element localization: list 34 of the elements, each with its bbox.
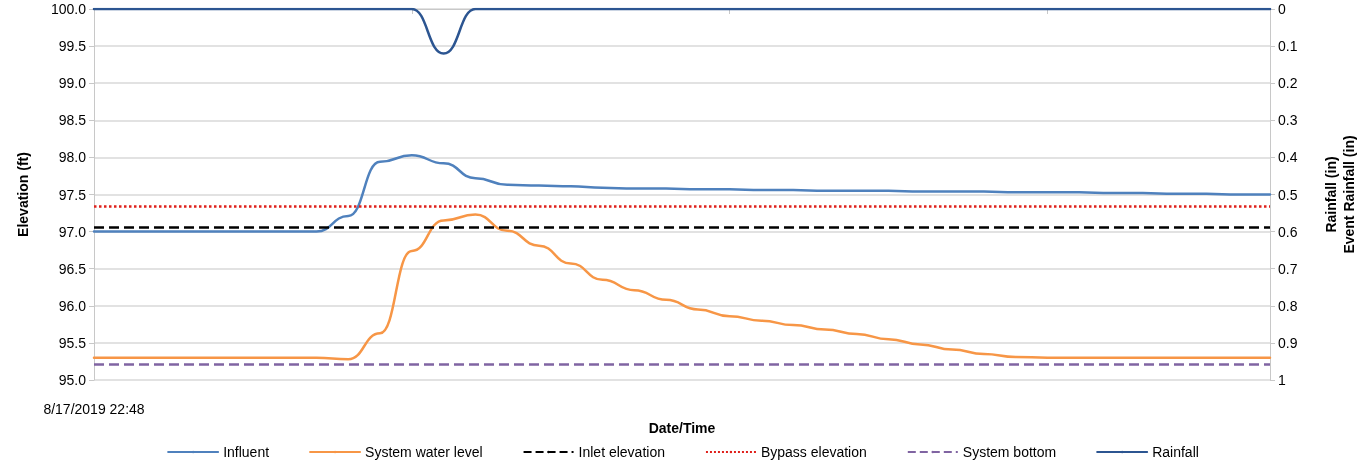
y-tick-label: 95.5 xyxy=(58,334,87,351)
line-series xyxy=(92,153,1272,233)
legend-label: Inlet elevation xyxy=(578,444,665,460)
y2-tick-label: 0.6 xyxy=(1278,223,1298,240)
legend-label: Bypass elevation xyxy=(760,444,867,460)
y2-tick-label: 0.8 xyxy=(1278,297,1298,314)
y-tick-label: 100.0 xyxy=(50,1,87,17)
y2-tick-label: 0.4 xyxy=(1278,149,1298,166)
y-tick-label: 97.0 xyxy=(58,223,87,240)
y2-tick-label: 0.7 xyxy=(1278,260,1298,277)
x-axis-title: Date/Time xyxy=(648,419,716,436)
y-tick-label: 96.5 xyxy=(58,260,87,277)
legend-label: Rainfall xyxy=(1152,444,1199,460)
y2-tick-label: 0.5 xyxy=(1278,186,1298,203)
line-series xyxy=(92,213,1272,361)
y2-tick-label: 1 xyxy=(1278,372,1286,388)
y-axis-title: Elevation (ft) xyxy=(15,152,31,237)
y2-tick-label: 0.2 xyxy=(1278,75,1298,92)
y-tick-label: 98.5 xyxy=(58,112,87,129)
y-tick-label: 97.5 xyxy=(58,186,87,203)
y-tick-label: 98.0 xyxy=(58,149,87,166)
y2-tick-label: 0.1 xyxy=(1278,38,1298,55)
y2-axis-title: Rainfall (in) Event Rainfall (in) xyxy=(1323,135,1357,254)
y2-tick-label: 0.9 xyxy=(1278,334,1298,351)
y-tick-label: 95.0 xyxy=(58,372,87,388)
legend-label: Influent xyxy=(223,444,270,460)
x-tick-label: 8/17/2019 22:48 xyxy=(43,401,145,417)
y2-tick-label: 0 xyxy=(1278,1,1286,17)
y-tick-label: 99.0 xyxy=(58,75,87,92)
y-tick-label: 96.0 xyxy=(58,297,87,314)
y2-tick-label: 0.3 xyxy=(1278,112,1298,129)
legend-label: System bottom xyxy=(962,444,1057,460)
legend-label: System water level xyxy=(365,444,483,460)
y-tick-label: 99.5 xyxy=(58,38,87,55)
